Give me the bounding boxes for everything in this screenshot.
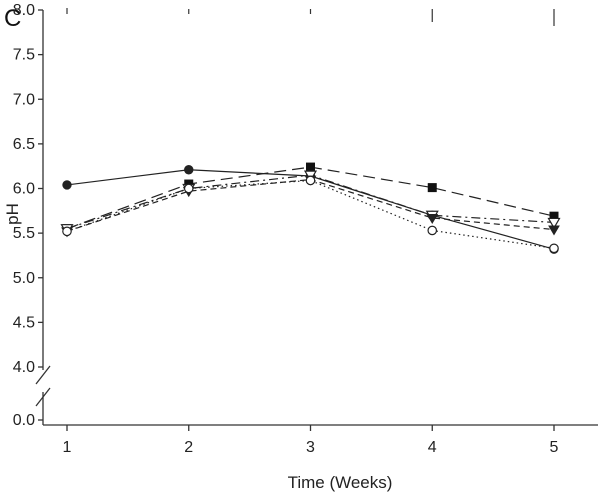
y-tick-label: 7.0 [13,91,35,108]
marker-filled-circle [62,180,72,190]
series-line [66,179,555,249]
y-tick-label: 4.0 [13,359,35,376]
marker-filled-square [549,211,559,221]
y-tick-label: 7.5 [13,47,35,64]
axis-break-mark [35,365,51,385]
x-tick-label: 1 [63,439,72,456]
x-tick-label: 2 [184,439,193,456]
x-axis-title: Time (Weeks) [288,473,393,492]
marker-open-circle [183,183,194,194]
y-tick-label: 8.0 [13,2,35,19]
marker-filled-triangle [548,225,560,236]
marker-open-circle [62,226,72,237]
y-tick-label: 5.5 [13,225,35,242]
y-tick-label: 4.5 [13,314,35,331]
marker-open-circle [305,175,316,186]
y-tick-label: 5.0 [13,270,35,287]
x-tick-label: 5 [550,439,559,456]
marker-open-circle [549,243,559,254]
y-axis-title: pH [3,203,22,225]
panel-label: C [4,5,21,32]
marker-filled-circle [184,165,194,175]
y-tick-label: 6.5 [13,136,35,153]
marker-open-triangle [547,217,561,230]
series-layer [60,162,561,254]
x-tick-label: 3 [306,439,315,456]
marker-filled-square [427,183,437,193]
x-tick-label: 4 [428,439,437,456]
axis-break-mark [35,387,51,407]
y-tick-label: 6.0 [13,181,35,198]
y-tick-label: 0.0 [13,412,35,429]
marker-filled-triangle [426,213,439,224]
marker-filled-square [306,162,315,172]
axes: 0.0 4.0 4.5 5.0 5.5 6.0 6.5 7.0 7.5 8.0 1 2 3 4 5 [13,2,598,456]
marker-open-circle [427,225,438,236]
